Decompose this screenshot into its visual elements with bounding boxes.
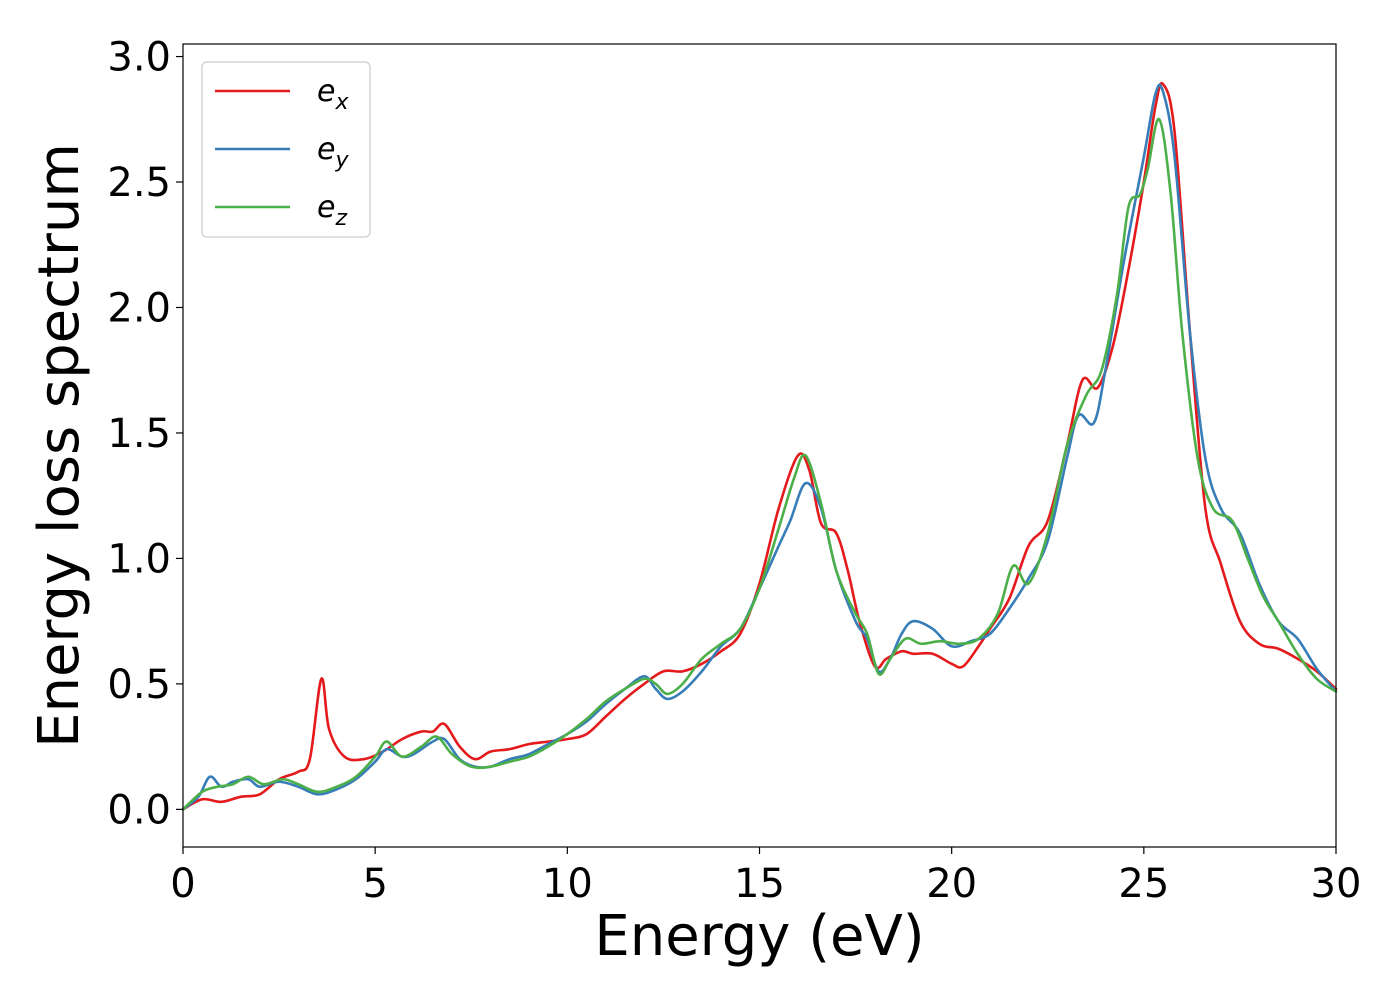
x-tick-label: 15 [734, 861, 785, 907]
y-axis: 0.0 0.5 1.0 1.5 2.0 2.5 3.0 [107, 35, 183, 833]
y-tick-label: 2.5 [107, 160, 171, 206]
y-tick-label: 0.5 [107, 662, 171, 708]
legend-label-subscript: y [334, 148, 349, 173]
x-tick-label: 10 [542, 861, 593, 907]
x-axis-title: Energy (eV) [594, 904, 924, 969]
y-tick-label: 1.5 [107, 411, 171, 457]
legend-label-subscript: z [334, 206, 347, 231]
y-tick-label: 1.0 [107, 536, 171, 582]
x-tick-label: 5 [362, 861, 387, 907]
series-layer [181, 81, 1338, 811]
y-tick-label: 0.0 [107, 787, 171, 833]
x-tick-label: 20 [926, 861, 977, 907]
series-line-z [181, 117, 1338, 811]
x-axis: 0 5 10 15 20 25 30 [170, 847, 1361, 907]
x-tick-label: 25 [1118, 861, 1169, 907]
y-axis-title: Energy loss spectrum [27, 143, 92, 748]
legend-label-subscript: x [334, 90, 349, 115]
y-tick-label: 2.0 [107, 285, 171, 331]
series-line-y [181, 83, 1338, 811]
x-tick-label: 30 [1311, 861, 1362, 907]
x-tick-label: 0 [170, 861, 195, 907]
y-tick-label: 3.0 [107, 35, 171, 81]
